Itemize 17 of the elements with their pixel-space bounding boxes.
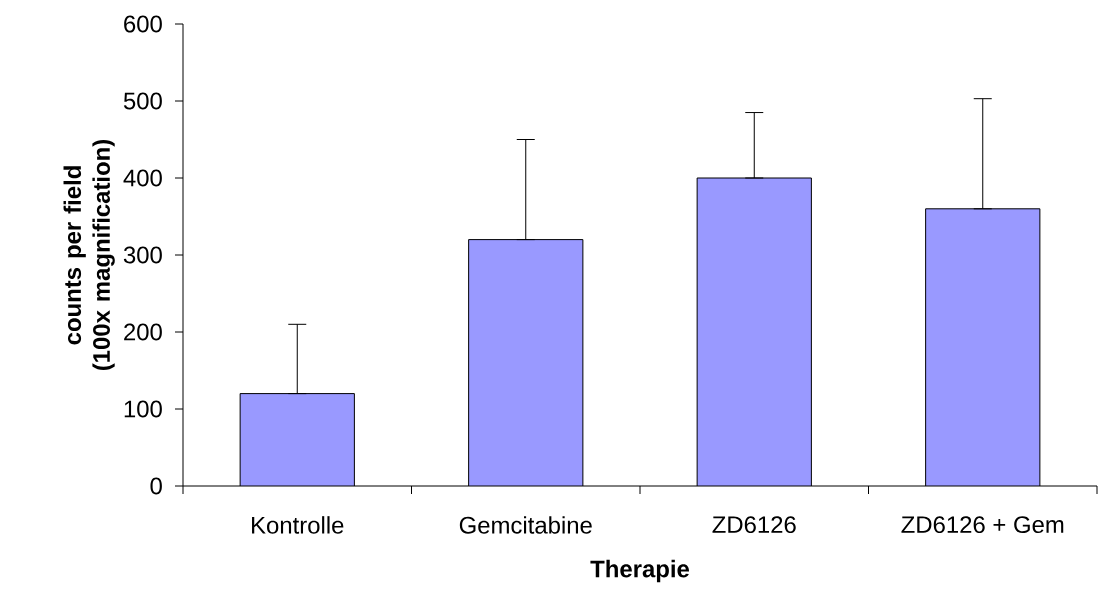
bar: [925, 208, 1041, 486]
y-tick-label: 0: [150, 477, 162, 495]
y-axis-title: counts per field (100x magnification): [63, 139, 115, 371]
y-tick-label: 500: [123, 92, 162, 110]
x-tick-label: ZD6126: [712, 516, 796, 534]
x-tick-label: ZD6126 + Gem: [901, 516, 1064, 534]
y-tick-label: 300: [123, 246, 162, 264]
y-tick-label: 600: [124, 15, 162, 33]
x-tick-label: Gemcitabine: [459, 516, 592, 534]
y-tick-label: 400: [123, 169, 162, 187]
bar: [240, 393, 355, 486]
y-tick-label: 200: [124, 323, 162, 341]
x-axis-title: Therapie: [590, 559, 690, 583]
y-tick-label: 100: [124, 400, 162, 418]
bar: [697, 178, 812, 486]
x-tick-label: Kontrolle: [252, 516, 344, 534]
bar: [468, 239, 583, 486]
